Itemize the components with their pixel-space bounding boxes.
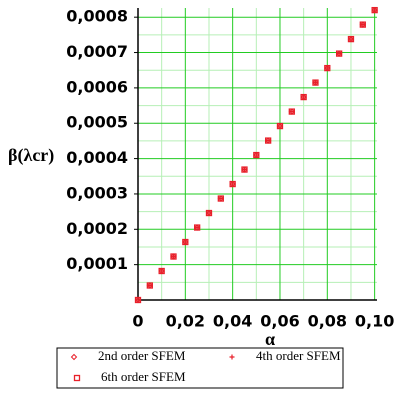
point bbox=[289, 109, 295, 115]
legend-marker bbox=[229, 354, 235, 360]
point bbox=[360, 22, 366, 28]
point bbox=[288, 108, 295, 115]
point bbox=[194, 225, 200, 231]
y-axis-label: β(λcr) bbox=[8, 145, 54, 166]
point bbox=[182, 238, 189, 246]
legend-label: 4th order SFEM bbox=[256, 348, 341, 363]
x-tick-label: 0,06 bbox=[260, 312, 299, 331]
point bbox=[264, 137, 272, 144]
point bbox=[301, 94, 307, 100]
point bbox=[335, 50, 343, 57]
point bbox=[348, 36, 354, 42]
y-tick-label: 0,0005 bbox=[66, 113, 128, 132]
point bbox=[359, 21, 366, 28]
point bbox=[229, 180, 236, 188]
point bbox=[241, 166, 248, 173]
y-tick-label: 0,0007 bbox=[66, 42, 128, 61]
point bbox=[241, 167, 247, 173]
point bbox=[170, 254, 176, 260]
point bbox=[265, 138, 271, 144]
point bbox=[324, 64, 331, 72]
x-axis-label: α bbox=[265, 329, 275, 349]
point bbox=[277, 123, 283, 129]
point bbox=[371, 6, 378, 14]
point bbox=[253, 151, 260, 159]
point bbox=[146, 282, 153, 289]
y-tick-label: 0,0004 bbox=[66, 148, 128, 167]
legend-marker bbox=[70, 353, 78, 361]
point bbox=[182, 239, 188, 245]
point bbox=[135, 297, 141, 303]
x-tick-label: 0 bbox=[132, 312, 143, 331]
legend-marker bbox=[73, 374, 81, 382]
legend-box bbox=[56, 347, 344, 389]
point bbox=[218, 196, 224, 202]
point bbox=[205, 209, 213, 217]
point bbox=[253, 152, 259, 158]
y-tick-label: 0,0001 bbox=[66, 254, 128, 273]
y-tick-label: 0,0008 bbox=[66, 7, 128, 26]
point bbox=[158, 267, 165, 275]
point bbox=[276, 122, 284, 130]
point bbox=[134, 296, 142, 304]
legend-label: 6th order SFEM bbox=[101, 369, 186, 384]
point bbox=[312, 80, 318, 86]
x-tick-label: 0,08 bbox=[308, 312, 347, 331]
x-tick-label: 0,02 bbox=[166, 312, 205, 331]
point bbox=[372, 7, 378, 13]
point bbox=[300, 93, 307, 101]
point bbox=[336, 51, 342, 57]
y-tick-label: 0,0006 bbox=[66, 77, 128, 96]
point bbox=[194, 224, 201, 231]
point bbox=[159, 268, 165, 274]
x-tick-label: 0,10 bbox=[355, 312, 394, 331]
point bbox=[230, 181, 236, 187]
point bbox=[347, 35, 355, 43]
legend-label: 2nd order SFEM bbox=[98, 348, 186, 363]
point bbox=[324, 65, 330, 71]
y-tick-label: 0,0002 bbox=[66, 219, 128, 238]
point bbox=[206, 210, 212, 216]
point bbox=[217, 195, 224, 202]
y-tick-label: 0,0003 bbox=[66, 183, 128, 202]
x-tick-label: 0,04 bbox=[213, 312, 252, 331]
point bbox=[147, 283, 153, 289]
point bbox=[312, 79, 319, 86]
point bbox=[170, 253, 177, 260]
